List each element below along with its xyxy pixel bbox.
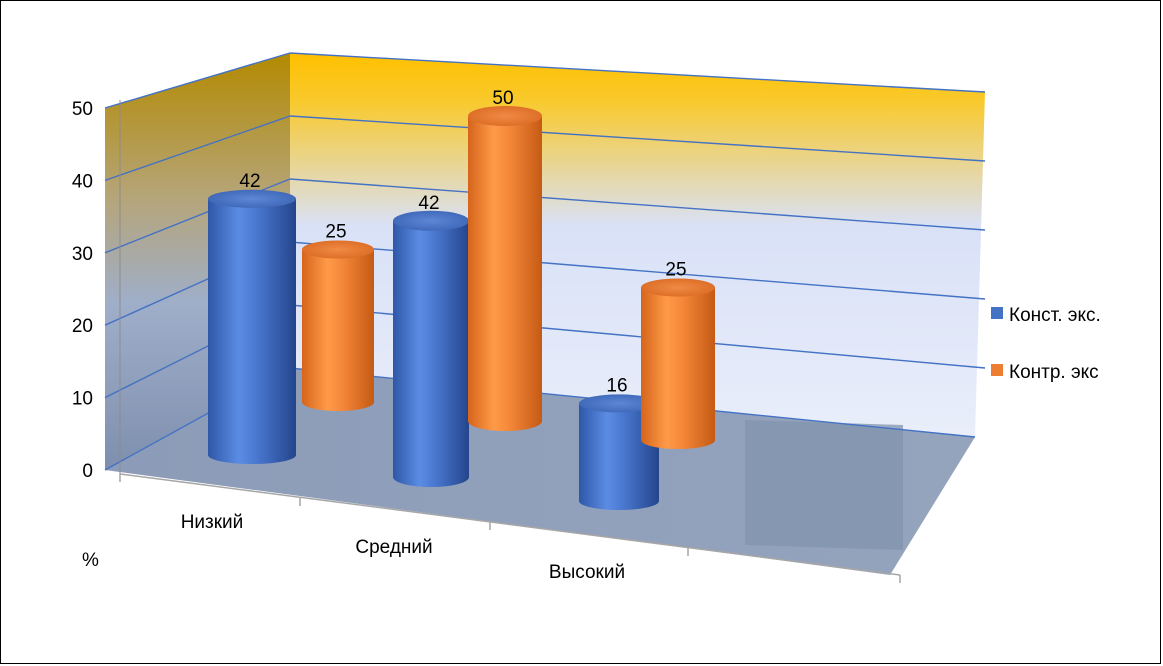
gridline-side-50	[104, 52, 291, 109]
bar-body	[208, 198, 296, 465]
y-axis-unit: %	[82, 550, 99, 571]
y-tick-label: 40	[72, 171, 93, 192]
data-label: 25	[665, 260, 686, 281]
x-axis-line	[119, 473, 901, 576]
category-label: Средний	[355, 537, 432, 558]
bar-body	[302, 249, 374, 411]
bar-cap	[468, 106, 542, 126]
bar-cap	[641, 278, 715, 297]
bar-body	[468, 116, 542, 431]
y-tick-label: 30	[72, 244, 93, 265]
data-label: 16	[606, 375, 627, 396]
category-label: Низкий	[181, 512, 244, 533]
data-label: 50	[492, 88, 513, 109]
floor-block	[745, 420, 903, 550]
bar-body	[393, 220, 469, 488]
data-label: 25	[325, 222, 346, 243]
bar-cap	[208, 189, 296, 208]
legend-label-konst: Конст. экс.	[1009, 305, 1101, 326]
category-labels: Низкий Средний Высокий	[181, 512, 625, 583]
gridline-back-40	[289, 115, 986, 162]
legend: Конст. экс. Контр. экс	[991, 305, 1101, 383]
bar-kontr-1	[468, 106, 542, 431]
bar-body	[579, 403, 659, 510]
legend-swatch-kontr	[991, 364, 1003, 376]
bar-kontr-0	[302, 240, 374, 411]
axes	[119, 100, 901, 583]
bar-cap	[579, 394, 659, 413]
bar-kontr-2	[641, 278, 715, 449]
bars	[208, 106, 715, 510]
gridline-back-30	[289, 178, 986, 231]
bar-cap	[302, 240, 374, 259]
y-tick-label: 0	[82, 461, 93, 482]
gridline-side-40	[104, 115, 291, 182]
bar-konst-1	[393, 210, 469, 488]
bar-konst-2	[579, 394, 659, 510]
y-tick-label: 10	[72, 389, 93, 410]
data-label: 42	[418, 193, 439, 214]
bar-konst-0	[208, 189, 296, 465]
y-tick-label: 20	[72, 316, 93, 337]
legend-swatch-konst	[991, 307, 1003, 319]
data-label: 42	[239, 171, 260, 192]
y-tick-label: 50	[72, 99, 93, 120]
y-tick-labels: 0 10 20 30 40 50	[72, 99, 93, 482]
bar-body	[641, 287, 715, 449]
data-labels: 42 25 42 50 16 25	[239, 88, 686, 396]
legend-label-kontr: Контр. экс	[1009, 362, 1099, 383]
category-label: Высокий	[549, 562, 625, 583]
gridline-back-50	[289, 52, 986, 93]
bar-cap	[393, 210, 469, 231]
